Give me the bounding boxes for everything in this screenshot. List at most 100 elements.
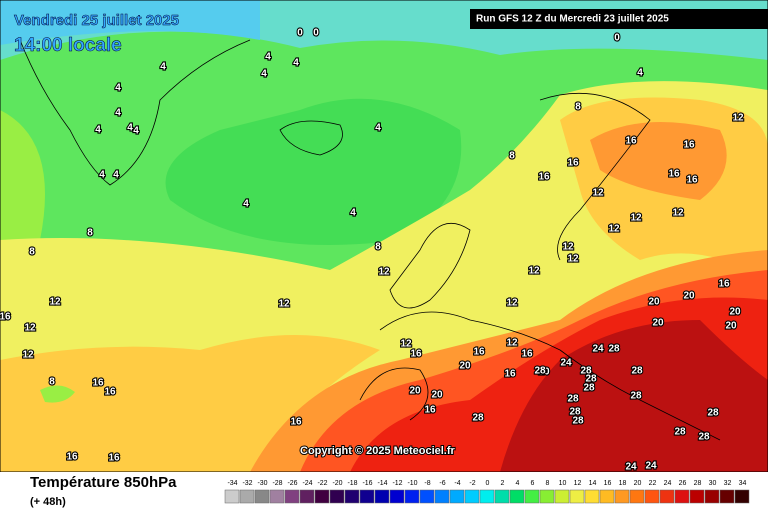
color-scale: -34 -32 -30 -28 -26 -24 -22 -20 -18 -16 -14 -12 -10-…: [224, 480, 750, 504]
temp-label: 24: [625, 462, 637, 473]
temp-label: 20: [538, 367, 550, 378]
temp-label: 28: [572, 416, 584, 427]
temp-label: 16: [290, 417, 302, 428]
temp-label: 12: [506, 298, 518, 309]
temp-label: 28: [580, 366, 592, 377]
scale-swatch: [674, 489, 690, 504]
temp-label: 4: [293, 58, 299, 69]
scale-label: -2: [469, 480, 475, 487]
temp-label: 8: [49, 377, 55, 388]
temp-label: 12: [592, 188, 604, 199]
temp-label: 16: [473, 347, 485, 358]
scale-swatch: [644, 489, 660, 504]
scale-label: -16: [362, 480, 372, 487]
scale-swatch: [599, 489, 615, 504]
scale-label: -24: [302, 480, 312, 487]
run-info: Run GFS 12 Z du Mercredi 23 juillet 2025: [476, 14, 669, 25]
scale-label: 10: [559, 480, 567, 487]
temp-label: 4: [115, 83, 121, 94]
scale-label: -28: [272, 480, 282, 487]
temp-label: 28: [608, 344, 620, 355]
scale-swatch: [584, 489, 600, 504]
scale-label: 14: [589, 480, 597, 487]
scale-swatch: [734, 489, 750, 504]
scale-label: -32: [242, 480, 252, 487]
scale-label: 28: [694, 480, 702, 487]
temp-label: 20: [431, 390, 443, 401]
scale-swatch: [539, 489, 555, 504]
temp-label: 12: [22, 350, 34, 361]
temp-label: 4: [261, 69, 267, 80]
temp-label: 4: [113, 170, 119, 181]
scale-swatch: [299, 489, 315, 504]
scale-label: 30: [709, 480, 717, 487]
temp-label: 16: [718, 279, 730, 290]
scale-label: -12: [392, 480, 402, 487]
scale-swatch: [704, 489, 720, 504]
scale-label: 32: [724, 480, 732, 487]
scale-swatch: [344, 489, 360, 504]
scale-label: -30: [257, 480, 267, 487]
scale-label: -6: [439, 480, 445, 487]
temp-label: 28: [631, 366, 643, 377]
scale-label: 8: [546, 480, 550, 487]
temp-label: 12: [630, 213, 642, 224]
temp-label: 4: [127, 123, 133, 134]
run-box: [470, 9, 768, 29]
scale-label: -18: [347, 480, 357, 487]
temp-label: 16: [504, 369, 516, 380]
temp-label: 16: [424, 405, 436, 416]
scale-swatch: [449, 489, 465, 504]
scale-label: 20: [634, 480, 642, 487]
scale-swatch: [464, 489, 480, 504]
scale-swatch: [554, 489, 570, 504]
temp-label: 12: [562, 242, 574, 253]
temp-label: 16: [410, 349, 422, 360]
scale-swatch: [659, 489, 675, 504]
temp-label: 16: [538, 172, 550, 183]
temp-label: 16: [567, 158, 579, 169]
map-date: Vendredi 25 juillet 2025: [14, 12, 179, 29]
temp-label: 20: [648, 297, 660, 308]
temp-label: 28: [698, 432, 710, 443]
scale-label: -4: [454, 480, 460, 487]
scale-label: 6: [531, 480, 535, 487]
coastlines: [19, 39, 721, 441]
scale-label: 16: [604, 480, 612, 487]
temp-label: 28: [534, 366, 546, 377]
temp-label: 28: [707, 408, 719, 419]
scale-swatch: [359, 489, 375, 504]
temp-label: 16: [668, 169, 680, 180]
temp-label: 8: [575, 102, 581, 113]
temp-label: 0: [614, 33, 620, 44]
temp-label: 28: [569, 407, 581, 418]
temp-label: 12: [732, 113, 744, 124]
temp-label: 28: [630, 391, 642, 402]
temp-label: 4: [265, 52, 271, 63]
temp-label: 24: [592, 344, 604, 355]
temp-label: 28: [585, 374, 597, 385]
scale-swatch: [404, 489, 420, 504]
scale-label: 18: [619, 480, 627, 487]
scale-swatch: [719, 489, 735, 504]
temp-label: 20: [459, 361, 471, 372]
temp-label: 16: [104, 387, 116, 398]
scale-swatch: [479, 489, 495, 504]
temp-label: 16: [108, 453, 120, 464]
temp-label: 4: [243, 199, 249, 210]
temp-label: 12: [608, 224, 620, 235]
scale-swatch: [629, 489, 645, 504]
temp-label: 12: [506, 338, 518, 349]
legend-title: Température 850hPa: [30, 474, 177, 491]
temp-label: 28: [674, 427, 686, 438]
temp-label: 20: [409, 386, 421, 397]
temp-label: 8: [375, 242, 381, 253]
scale-label: 4: [516, 480, 520, 487]
temp-label: 12: [278, 299, 290, 310]
temp-label: 4: [637, 68, 643, 79]
scale-label: 0: [486, 480, 490, 487]
temp-label: 28: [583, 383, 595, 394]
scale-label: 12: [574, 480, 582, 487]
temp-label: 20: [729, 307, 741, 318]
